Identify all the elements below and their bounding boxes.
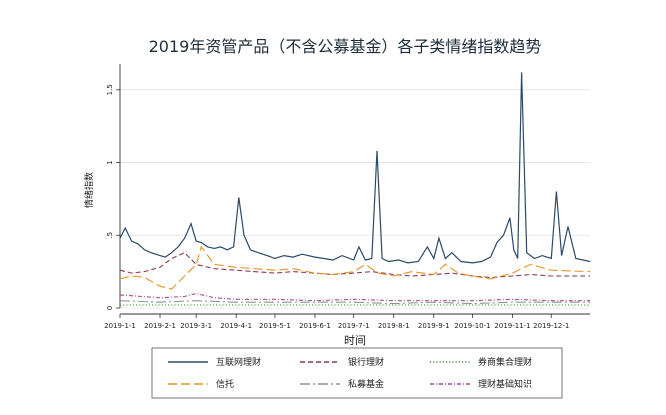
- x-tick-label: 2019-2-1: [144, 322, 176, 330]
- x-tick-label: 2019-4-1: [220, 322, 252, 330]
- x-axis-label: 时间: [344, 334, 366, 347]
- series-line-0: [119, 72, 591, 264]
- legend-label-3: 信托: [216, 378, 234, 390]
- y-tick-label: 1.5: [106, 84, 114, 95]
- series-layer: [119, 72, 591, 306]
- y-tick-label: 1: [106, 160, 114, 164]
- y-axis-label: 情绪指数: [83, 172, 95, 208]
- x-tick-label: 2019-5-1: [259, 322, 291, 330]
- series-line-1: [119, 252, 590, 279]
- series-line-4: [119, 300, 590, 305]
- series-line-3: [119, 245, 591, 290]
- y-tick-label: .5: [106, 232, 114, 239]
- x-tick-label: 2019-6-1: [299, 322, 331, 330]
- x-tick-label: 2019-3-1: [180, 322, 212, 330]
- x-tick-label: 2019-8-1: [378, 322, 410, 330]
- y-tick-label: 0: [106, 306, 114, 310]
- x-tick-label: 2019-10-1: [454, 322, 490, 330]
- x-tick-label: 2019-12-1: [533, 322, 569, 330]
- legend-label-5: 理财基础知识: [478, 378, 532, 390]
- axes-layer: 0 .5 1 1.5 2019-1-1 2019-2-1 2019-3-1 2019-4-1 2…: [104, 64, 590, 330]
- legend-label-4: 私募基金: [348, 378, 384, 390]
- legend-label-2: 券商集合理财: [478, 356, 532, 368]
- legend-label-0: 互联网理财: [216, 356, 261, 368]
- x-tick-label: 2019-11-1: [494, 322, 530, 330]
- chart-title: 2019年资管产品（不含公募基金）各子类情绪指数趋势: [149, 37, 542, 56]
- legend-box: [151, 347, 563, 399]
- x-tick-label: 2019-1-1: [104, 322, 136, 330]
- legend-label-1: 银行理财: [348, 356, 384, 368]
- x-tick-label: 2019-7-1: [338, 322, 370, 330]
- x-tick-label: 2019-9-1: [418, 322, 450, 330]
- series-line-5: [119, 292, 590, 302]
